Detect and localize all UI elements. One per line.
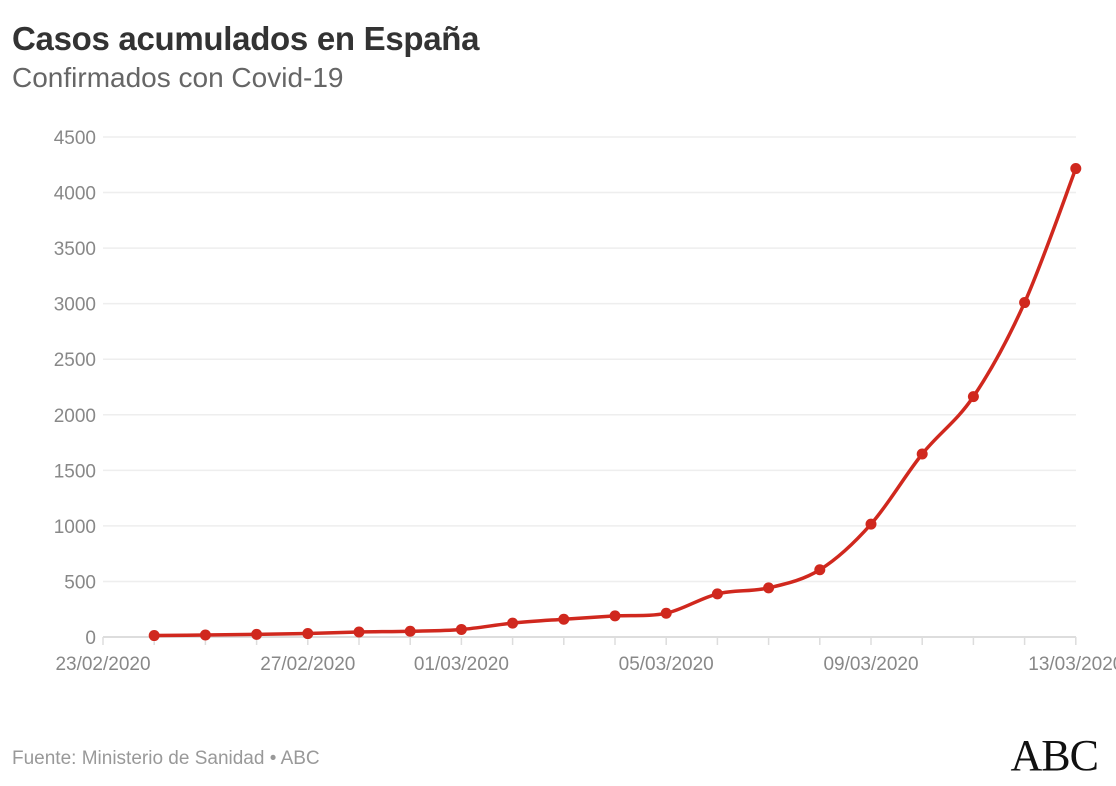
data-point <box>353 626 365 638</box>
y-tick-label: 3000 <box>54 295 96 316</box>
data-point <box>1070 163 1082 175</box>
data-point <box>404 625 416 637</box>
data-point <box>660 607 672 619</box>
chart-subtitle: Confirmados con Covid-19 <box>12 62 344 93</box>
x-tick-label: 09/03/2020 <box>823 654 918 675</box>
source-note: Fuente: Ministerio de Sanidad • ABC <box>12 748 320 769</box>
y-tick-label: 2500 <box>54 350 96 371</box>
y-tick-label: 0 <box>85 628 96 649</box>
data-point <box>558 613 570 625</box>
data-point <box>1019 297 1031 309</box>
chart-title: Casos acumulados en España <box>12 20 480 57</box>
y-tick-label: 1500 <box>54 461 96 482</box>
data-point <box>199 629 211 641</box>
y-tick-label: 2000 <box>54 406 96 427</box>
x-tick-label: 27/02/2020 <box>260 654 355 675</box>
abc-logo: ABC <box>1010 731 1099 780</box>
y-tick-label: 4000 <box>54 184 96 205</box>
series-line <box>154 167 1078 638</box>
data-point <box>865 518 877 530</box>
y-tick-label: 500 <box>64 572 96 593</box>
data-point <box>148 630 160 642</box>
y-tick-label: 3500 <box>54 239 96 260</box>
data-point <box>814 564 826 576</box>
line-chart: 0 500 1000 1500 2000 2500 3000 3500 4000 4500 23/0… <box>54 128 1116 675</box>
data-point <box>916 448 928 460</box>
x-tick-label: 23/02/2020 <box>55 654 150 675</box>
x-tick-label: 13/03/2020 <box>1028 654 1116 675</box>
data-point <box>967 391 979 403</box>
data-point <box>711 588 723 600</box>
data-point <box>609 610 621 622</box>
data-point <box>455 623 467 635</box>
data-point <box>302 628 314 640</box>
y-tick-label: 4500 <box>54 128 96 149</box>
x-tick-label: 01/03/2020 <box>414 654 509 675</box>
data-point <box>763 582 775 594</box>
data-point <box>507 617 519 629</box>
data-point <box>251 628 263 640</box>
y-tick-label: 1000 <box>54 517 96 538</box>
x-tick-label: 05/03/2020 <box>619 654 714 675</box>
